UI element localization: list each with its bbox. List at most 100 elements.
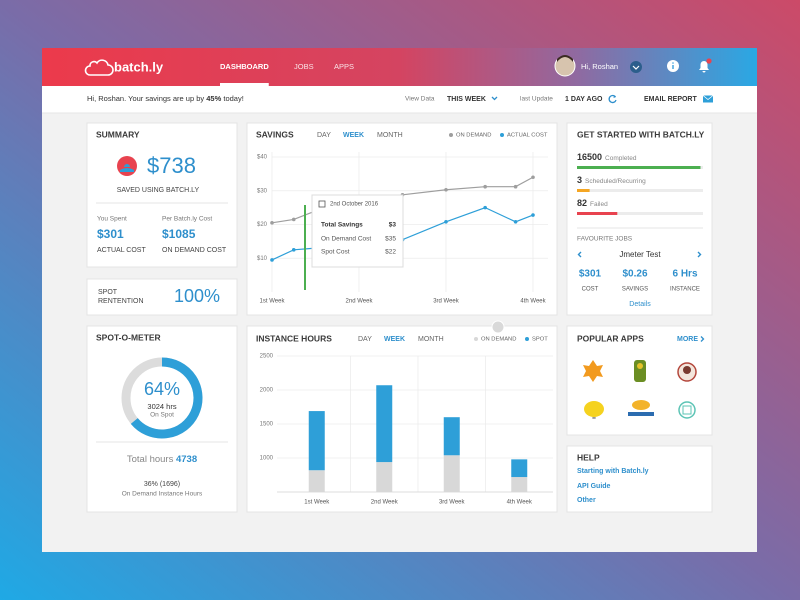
legend: ON DEMAND ACTUAL COST bbox=[449, 133, 548, 139]
legend-swatch bbox=[449, 133, 453, 137]
nav: DASHBOARD JOBS APPS bbox=[220, 62, 354, 86]
card-title: INSTANCE HOURS bbox=[256, 333, 332, 343]
email-report[interactable]: EMAIL REPORT bbox=[644, 96, 697, 103]
tab[interactable]: WEEK bbox=[384, 336, 405, 343]
tab[interactable]: WEEK bbox=[343, 132, 364, 139]
logo-icon[interactable] bbox=[84, 59, 114, 76]
job-stat-value: $0.26 bbox=[622, 269, 647, 280]
y-tick-label: $30 bbox=[257, 188, 268, 194]
x-tick-label: 2nd Week bbox=[371, 500, 399, 506]
refresh-icon bbox=[613, 95, 616, 98]
point bbox=[531, 213, 535, 217]
per-cost-caption: ON DEMAND COST bbox=[162, 247, 227, 254]
help-card bbox=[566, 445, 713, 513]
greeting-end: today! bbox=[223, 94, 243, 103]
spot-hours: 3024 hrs bbox=[147, 402, 176, 411]
y-tick-label: $40 bbox=[257, 155, 268, 161]
job-stat-label: COST bbox=[582, 287, 599, 293]
point bbox=[444, 187, 448, 192]
point bbox=[291, 217, 296, 222]
y-tick-label: 2000 bbox=[260, 388, 274, 394]
legend-swatch bbox=[474, 337, 478, 341]
job-stat-value: $301 bbox=[579, 269, 602, 280]
retention-label: RENTENTION bbox=[98, 298, 144, 305]
bar-segment bbox=[308, 411, 325, 471]
card-title: HELP bbox=[577, 452, 600, 462]
bar-segment bbox=[308, 470, 325, 492]
point bbox=[444, 220, 448, 224]
saved-caption: SAVED USING BATCH.LY bbox=[117, 187, 200, 194]
legend-label: ACTUAL COST bbox=[507, 133, 548, 139]
you-spent-caption: ACTUAL COST bbox=[97, 247, 146, 254]
y-tick-label: 1000 bbox=[260, 456, 274, 462]
progress-count: 16500 bbox=[577, 152, 602, 162]
x-tick-label: 1st Week bbox=[304, 500, 330, 506]
greeting-start: Hi, Roshan. Your savings are up by bbox=[87, 94, 204, 103]
app-icon-detail bbox=[682, 405, 692, 415]
app-icon-detail bbox=[628, 412, 654, 416]
job-name: Jmeter Test bbox=[619, 250, 661, 259]
point bbox=[483, 205, 487, 210]
progress-row: 16500 Completed bbox=[577, 152, 637, 162]
bar-chart: 1000 1500 2000 2500 1st Week 2nd Week 3rd Week… bbox=[260, 354, 553, 506]
tab[interactable]: DAY bbox=[358, 336, 372, 343]
help-link[interactable]: Starting with Batch.ly bbox=[577, 468, 649, 475]
card-title: SAVINGS bbox=[256, 129, 294, 139]
app-icon[interactable] bbox=[583, 360, 603, 382]
bar-segment bbox=[376, 462, 393, 492]
per-cost: $1085 bbox=[162, 227, 196, 241]
more-link[interactable]: MORE bbox=[677, 336, 698, 343]
tabs: DAY WEEK MONTH bbox=[358, 336, 444, 343]
legend-label: SPOT bbox=[532, 337, 548, 343]
card-title: SUMMARY bbox=[96, 129, 140, 139]
more-arrow[interactable] bbox=[700, 336, 705, 342]
prev-arrow[interactable] bbox=[577, 251, 582, 258]
total-hours: Total hours 4738 bbox=[127, 454, 197, 465]
tooltip-value: $3 bbox=[389, 222, 397, 229]
chevron[interactable] bbox=[491, 96, 498, 101]
tab[interactable]: MONTH bbox=[418, 336, 444, 343]
app-icon[interactable] bbox=[678, 401, 696, 419]
instance-hours-card bbox=[246, 325, 558, 513]
app-icon[interactable] bbox=[584, 401, 604, 417]
logo[interactable]: batch.ly bbox=[114, 59, 164, 74]
app-icon[interactable] bbox=[632, 400, 650, 410]
avatar-hair bbox=[557, 55, 573, 62]
app-icons: ▪▪ bbox=[583, 360, 697, 421]
next-arrow[interactable] bbox=[697, 251, 702, 258]
user-name[interactable]: Hi, Roshan bbox=[581, 62, 618, 71]
job-stat-value: 6 Hrs bbox=[672, 269, 697, 280]
nav-item[interactable]: JOBS bbox=[294, 62, 314, 71]
bar-segment bbox=[443, 455, 460, 492]
saved-amount: $738 bbox=[147, 153, 196, 178]
you-spent: $301 bbox=[97, 227, 124, 241]
y-tick-label: $10 bbox=[257, 256, 268, 262]
bar-segment bbox=[511, 477, 528, 492]
progress-count: 3 bbox=[577, 175, 582, 185]
chevron bbox=[632, 65, 640, 70]
notification-bell[interactable] bbox=[699, 61, 709, 73]
nav-item[interactable]: APPS bbox=[334, 62, 354, 71]
last-update-label: last Update bbox=[520, 96, 553, 103]
tab[interactable]: DAY bbox=[317, 132, 331, 139]
user-menu[interactable] bbox=[630, 61, 642, 73]
progress-label: Completed bbox=[605, 155, 637, 162]
help-link[interactable]: Other bbox=[577, 497, 596, 504]
card-title: GET STARTED WITH BATCH.LY bbox=[577, 129, 705, 139]
progress-list: 16500 Completed 3 Scheduled/Recurring 82 Fail… bbox=[577, 152, 703, 215]
app-icon-detail bbox=[683, 366, 691, 374]
spot-o-meter-card bbox=[86, 325, 238, 513]
donut-gauge bbox=[121, 357, 203, 439]
get-started-card bbox=[566, 122, 713, 316]
details-link[interactable]: Details bbox=[629, 301, 651, 308]
tab[interactable]: MONTH bbox=[377, 132, 403, 139]
nav-item[interactable]: DASHBOARD bbox=[220, 62, 269, 71]
x-tick-label: 3rd Week bbox=[433, 299, 460, 305]
progress-track bbox=[577, 212, 703, 215]
help-link[interactable]: API Guide bbox=[577, 483, 611, 490]
refresh-icon[interactable] bbox=[608, 94, 617, 104]
email-icon bbox=[702, 95, 714, 101]
app-icon[interactable] bbox=[634, 360, 646, 382]
view-data-value[interactable]: THIS WEEK bbox=[447, 96, 486, 103]
